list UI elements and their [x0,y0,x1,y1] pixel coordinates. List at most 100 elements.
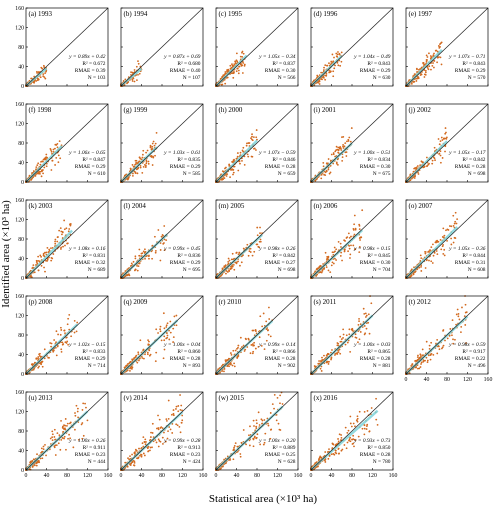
data-point [430,352,433,355]
data-point [69,437,72,440]
panel-title: (k) 2003 [29,202,53,210]
rmae: RMAE = 0.30 [265,68,296,74]
data-point [318,271,321,274]
data-point [261,325,264,328]
data-point [429,249,432,252]
data-point [149,436,152,438]
data-point [257,245,260,248]
data-point [348,328,351,331]
data-point [370,302,373,305]
data-point [128,274,131,277]
data-point [138,254,141,257]
rmae: RMAE = 0.30 [360,164,391,170]
data-point [47,356,50,359]
sample-count: N = 902 [278,363,296,369]
data-point [343,239,346,242]
data-point [323,69,325,71]
data-point [251,352,254,355]
data-point [151,432,154,434]
data-point [228,259,231,262]
data-point [40,255,43,258]
data-point [419,260,422,262]
data-point [442,252,445,255]
data-point [131,80,134,82]
fit-equation: y = 1.06x − 0.65 [68,150,106,156]
data-point [320,177,323,180]
data-point [39,362,41,365]
data-point [141,153,144,156]
data-point [419,366,422,368]
data-point [60,329,63,331]
data-point [413,73,416,75]
data-point [315,365,317,368]
data-point [327,363,330,365]
data-point [162,443,164,445]
sample-count: N = 570 [468,75,486,81]
data-point [241,72,244,74]
data-point [43,66,46,68]
data-point [168,338,171,341]
data-point [67,230,70,233]
data-point [130,462,133,465]
data-point [441,346,444,349]
data-point [410,82,413,85]
data-point [460,331,462,334]
data-point [236,60,239,63]
data-point [251,133,253,136]
data-point [231,252,234,255]
data-point [135,161,138,164]
panel-title: (u) 2013 [29,394,53,402]
data-point [331,53,334,56]
data-point [147,255,150,258]
data-point [127,457,129,460]
data-point [345,151,348,154]
data-point [241,149,244,152]
data-point [54,454,57,456]
data-point [332,75,335,78]
data-point [33,80,36,83]
data-point [233,365,236,368]
data-point [54,346,57,349]
data-point [54,242,57,245]
data-point [330,60,333,63]
data-point [175,314,178,317]
data-point [232,76,235,79]
data-point [223,370,225,373]
data-point [417,354,419,357]
data-point [40,264,43,267]
data-point [63,228,66,231]
y-axis-title: Identified area (×10³ ha) [0,200,12,308]
fit-equation: y = 0.98x + 0.59 [448,342,486,348]
data-point [457,313,460,315]
y-tick-label: 80 [18,333,24,339]
data-point [424,359,426,362]
y-tick-label: 160 [15,6,24,12]
data-point [124,78,127,81]
data-point [429,358,432,361]
data-point [70,335,73,338]
data-point [358,318,360,320]
data-point [346,140,348,143]
sample-count: N = 698 [468,171,486,177]
data-point [465,311,468,314]
data-point [40,161,42,163]
data-point [344,343,347,346]
data-point [321,356,323,359]
r-squared: R² = 0.844 [462,253,485,259]
x-tick-label: 160 [104,473,113,479]
data-point [434,159,436,162]
data-point [328,360,330,363]
data-point [67,343,70,346]
data-point [342,135,345,138]
fit-equation: y = 1.08x + 0.16 [68,246,106,252]
data-point [154,251,157,254]
data-point [51,430,54,433]
data-point [60,248,62,250]
r-squared: R² = 0.860 [177,349,200,355]
data-point [226,69,228,71]
data-point [424,252,427,255]
